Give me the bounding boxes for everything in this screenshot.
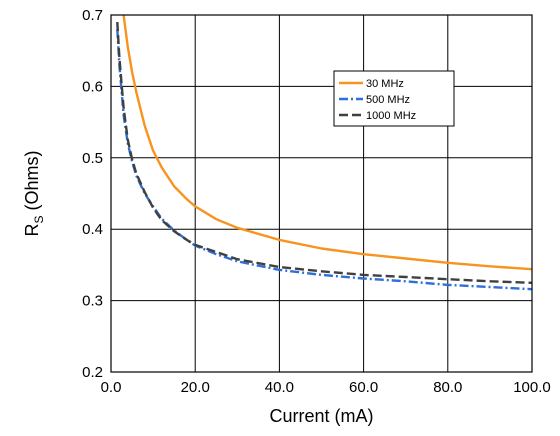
x-tick-label: 80.0: [433, 379, 462, 396]
x-tick-label: 40.0: [265, 379, 294, 396]
plot-frame: [110, 14, 533, 373]
series-line-1: [122, 15, 532, 271]
series-line-2: [116, 29, 532, 291]
x-tick-label: 0.0: [101, 379, 122, 396]
y-tick-label: 0.5: [82, 150, 103, 167]
y-tick-label: 0.3: [82, 293, 103, 310]
legend-box: [333, 70, 455, 127]
x-axis-title: Current (mA): [269, 406, 373, 426]
y-tick-label: 0.4: [82, 221, 103, 238]
grid: [110, 14, 533, 373]
x-tick-label: 100.0: [513, 379, 551, 396]
legend-label-1: 30 MHz: [366, 78, 404, 90]
y-axis-title-main: R: [22, 224, 42, 237]
y-axis-title-unit: (Ohms): [22, 150, 42, 215]
y-tick-label: 0.6: [82, 78, 103, 95]
series-line-3: [116, 22, 532, 284]
x-tick-label: 60.0: [349, 379, 378, 396]
legend-label-3: 1000 MHz: [366, 110, 416, 122]
y-axis-title-subscript: S: [32, 215, 46, 223]
legend: 30 MHz 500 MHz 1000 MHz: [333, 70, 455, 127]
y-axis-title: RS (Ohms): [22, 150, 46, 236]
tick-labels: 0.0 20.0 40.0 60.0 80.0 100.0 0.2 0.3 0.4 0.5 0.6 0…: [82, 7, 551, 396]
y-tick-label: 0.2: [82, 364, 103, 381]
legend-label-2: 500 MHz: [366, 94, 410, 106]
y-tick-label: 0.7: [82, 7, 103, 24]
plot-lines: [116, 15, 532, 291]
x-tick-label: 20.0: [181, 379, 210, 396]
